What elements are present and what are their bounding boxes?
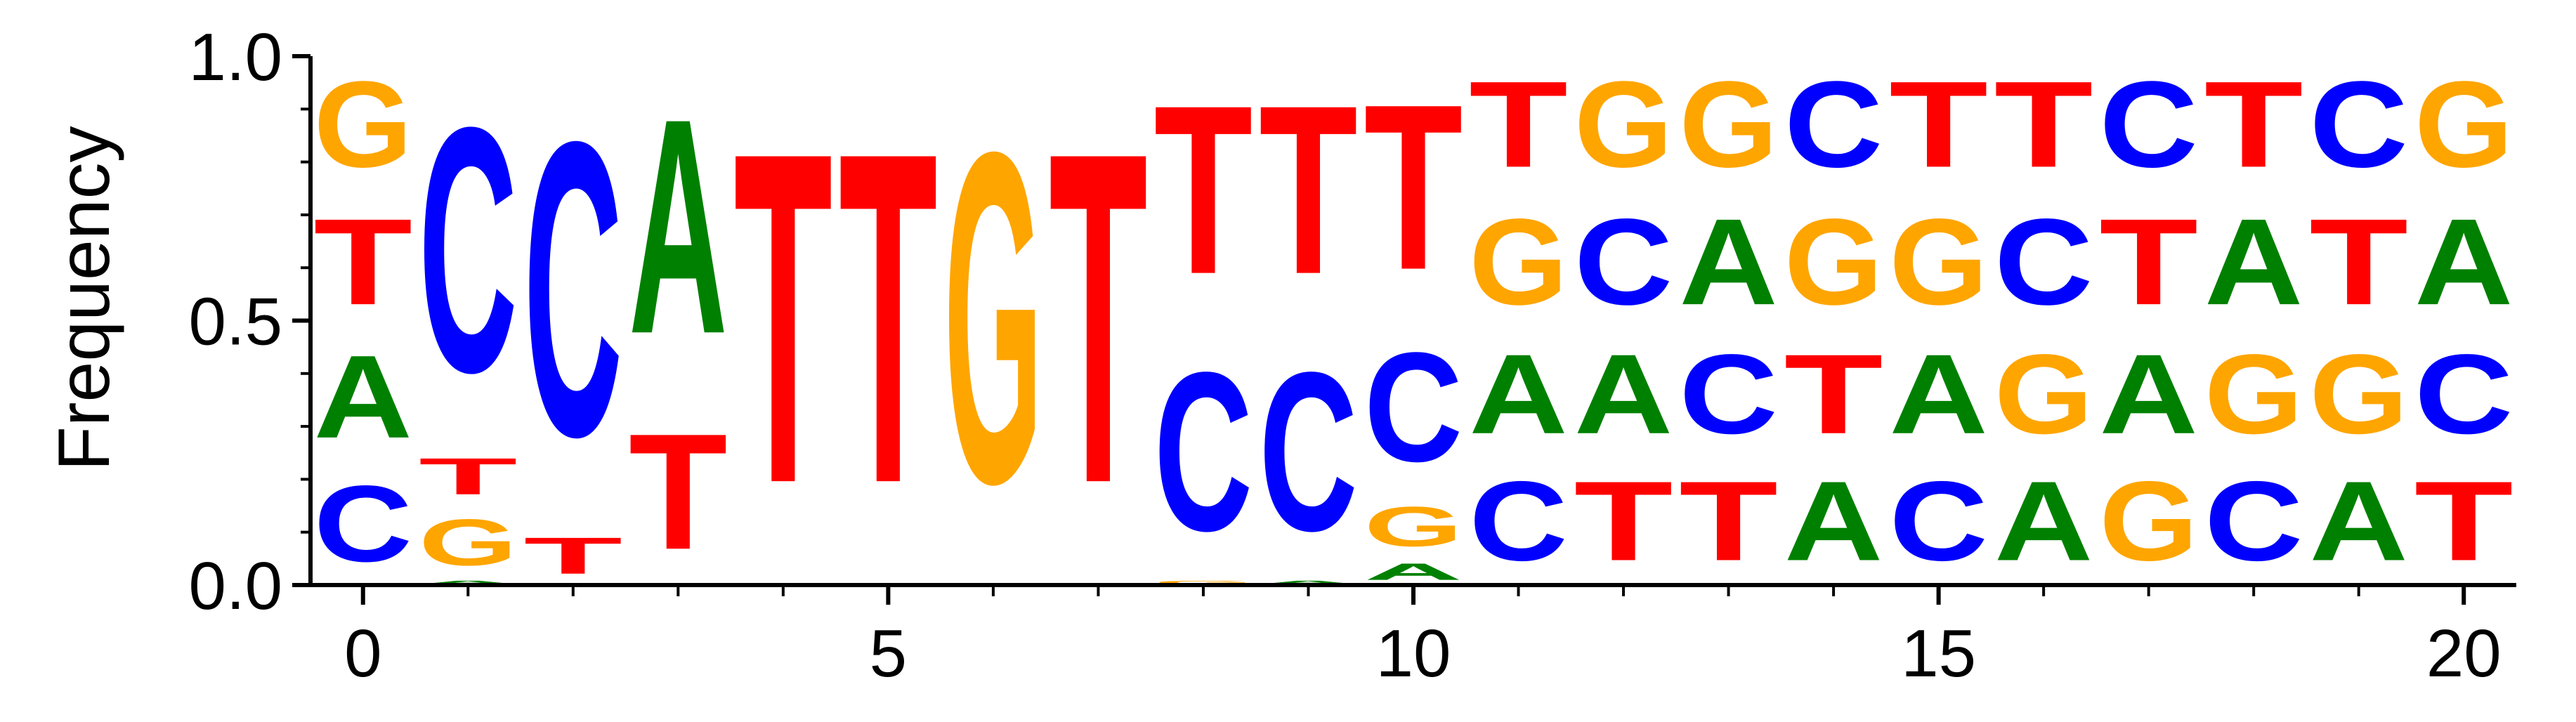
logo-letter-A-pos-0: A xyxy=(313,330,412,463)
logo-letter-G-pos-6: G xyxy=(944,54,1043,582)
logo-letter-C-pos-1: C xyxy=(419,55,518,446)
x-tick-label: 15 xyxy=(1901,616,1976,691)
x-tick-label: 0 xyxy=(344,616,381,691)
logo-letter-A-pos-16: A xyxy=(1994,457,2093,584)
logo-letter-T-pos-1: T xyxy=(419,447,518,506)
logo-letter-G-pos-0: G xyxy=(313,55,412,193)
logo-letter-T-pos-16: T xyxy=(1994,56,2093,193)
logo-letter-G-pos-19: G xyxy=(2309,332,2408,458)
logo-letter-C-pos-10: C xyxy=(1364,320,1463,494)
logo-letter-G-pos-17: G xyxy=(2099,458,2198,584)
logo-letter-T-pos-17: T xyxy=(2099,194,2198,331)
logo-letter-G-pos-18: G xyxy=(2204,332,2303,458)
logo-letter-T-pos-18: T xyxy=(2204,56,2303,193)
logo-letter-C-pos-15: C xyxy=(1889,457,1988,584)
logo-letter-G-pos-11: G xyxy=(1469,193,1568,331)
x-tick-label: 20 xyxy=(2426,616,2502,691)
logo-letter-A-pos-17: A xyxy=(2099,331,2198,458)
x-tick-label: 5 xyxy=(870,616,907,691)
logo-letter-G-pos-16: G xyxy=(1994,332,2093,458)
logo-letter-A-pos-3: A xyxy=(629,55,728,398)
logo-letter-T-pos-5: T xyxy=(839,55,938,582)
logo-letter-T-pos-4: T xyxy=(734,55,833,582)
logo-letter-T-pos-12: T xyxy=(1574,458,1673,584)
logo-letter-T-pos-0: T xyxy=(313,194,412,331)
logo-letter-C-pos-9: C xyxy=(1259,326,1358,579)
logo-letter-A-pos-12: A xyxy=(1574,331,1673,458)
axes-layer: 0.0 0.5 1.0 0 5 10 15 20 xyxy=(189,20,2516,691)
logo-letter-C-pos-18: C xyxy=(2204,457,2303,584)
logo-letter-G-pos-14: G xyxy=(1784,193,1883,331)
logo-letter-T-pos-2: T xyxy=(524,527,623,585)
logo-letter-A-pos-19: A xyxy=(2309,457,2408,584)
logo-letter-A-pos-13: A xyxy=(1679,194,1778,331)
logo-letter-C-pos-13: C xyxy=(1679,331,1778,458)
logo-letter-A-pos-15: A xyxy=(1889,331,1988,458)
logo-letter-A-pos-9: A xyxy=(1259,579,1358,585)
logo-letter-A-pos-14: A xyxy=(1784,457,1883,584)
logo-letter-T-pos-20: T xyxy=(2414,458,2513,584)
logo-letter-C-pos-12: C xyxy=(1574,194,1673,331)
logo-letter-A-pos-1: A xyxy=(419,579,518,585)
logo-letter-T-pos-11: T xyxy=(1469,56,1568,193)
logo-letter-G-pos-1: G xyxy=(419,506,518,579)
logo-letter-C-pos-17: C xyxy=(2099,56,2198,193)
logo-letter-G-pos-15: G xyxy=(1889,193,1988,331)
x-tick-label: 10 xyxy=(1376,616,1451,691)
y-tick-label: 1.0 xyxy=(189,20,282,95)
y-tick-label: 0.5 xyxy=(189,284,282,360)
logo-letter-T-pos-14: T xyxy=(1784,331,1883,457)
logo-letter-G-pos-20: G xyxy=(2414,55,2513,193)
logo-letter-T-pos-7: T xyxy=(1049,55,1148,582)
logo-letter-C-pos-19: C xyxy=(2309,56,2408,193)
logo-letter-C-pos-0: C xyxy=(313,464,412,584)
logo-letter-C-pos-14: C xyxy=(1784,56,1883,193)
logo-letter-T-pos-10: T xyxy=(1364,55,1463,320)
logo-letter-G-pos-8: G xyxy=(1154,579,1253,585)
logo-letter-T-pos-9: T xyxy=(1259,55,1358,324)
logo-letter-G-pos-10: G xyxy=(1364,494,1463,558)
logo-letter-T-pos-15: T xyxy=(1889,56,1988,193)
logo-letter-T-pos-3: T xyxy=(629,400,728,584)
logo-letter-G-pos-12: G xyxy=(1574,55,1673,193)
logo-letter-C-pos-11: C xyxy=(1469,457,1568,584)
logo-letter-G-pos-13: G xyxy=(1679,55,1778,193)
logo-letter-C-pos-20: C xyxy=(2414,331,2513,458)
logo-letter-C-pos-8: C xyxy=(1154,326,1253,579)
logo-letter-C-pos-2: C xyxy=(524,55,623,524)
logo-letter-C-pos-16: C xyxy=(1994,194,2093,331)
logo-letter-A-pos-11: A xyxy=(1469,331,1568,458)
y-tick-label: 0.0 xyxy=(189,549,282,624)
logo-letter-T-pos-13: T xyxy=(1679,458,1778,584)
logo-letter-A-pos-18: A xyxy=(2204,194,2303,331)
y-axis-label: Frequency xyxy=(44,126,125,471)
logo-letter-A-pos-10: A xyxy=(1364,558,1463,585)
logo-letter-T-pos-8: T xyxy=(1154,55,1253,324)
logo-letter-A-pos-20: A xyxy=(2414,194,2513,331)
logo-letter-T-pos-19: T xyxy=(2309,194,2408,331)
